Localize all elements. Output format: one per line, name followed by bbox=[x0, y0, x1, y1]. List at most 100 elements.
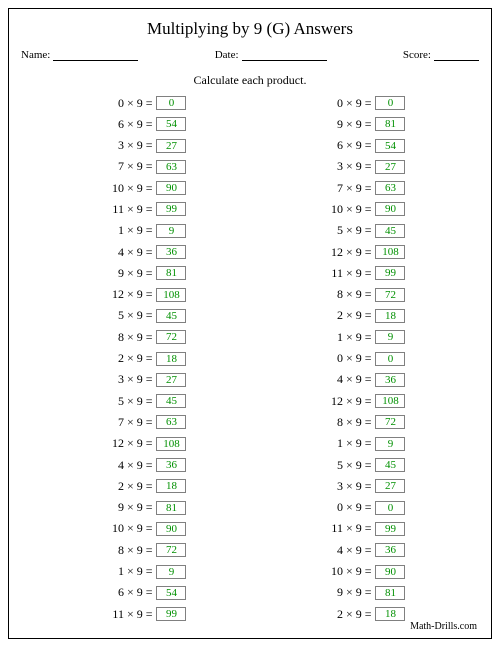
equation-text: 8 × 9 = bbox=[94, 543, 156, 558]
equation-text: 8 × 9 = bbox=[94, 330, 156, 345]
equation-text: 10 × 9 = bbox=[94, 181, 156, 196]
name-blank[interactable] bbox=[53, 49, 138, 61]
equation-text: 6 × 9 = bbox=[94, 585, 156, 600]
equation-text: 0 × 9 = bbox=[313, 500, 375, 515]
problem-columns: 0 × 9 =06 × 9 =543 × 9 =277 × 9 =6310 × … bbox=[21, 96, 479, 628]
equation-text: 11 × 9 = bbox=[94, 202, 156, 217]
date-blank[interactable] bbox=[242, 49, 327, 61]
problem-row: 0 × 9 =0 bbox=[254, 501, 464, 515]
answer-box: 63 bbox=[156, 160, 186, 174]
answer-box: 90 bbox=[375, 202, 405, 216]
answer-box: 18 bbox=[156, 352, 186, 366]
problem-row: 2 × 9 =18 bbox=[254, 607, 464, 621]
problem-row: 11 × 9 =99 bbox=[35, 607, 245, 621]
equation-text: 3 × 9 = bbox=[94, 372, 156, 387]
problem-row: 9 × 9 =81 bbox=[35, 266, 245, 280]
answer-box: 45 bbox=[375, 224, 405, 238]
answer-box: 108 bbox=[156, 437, 186, 451]
equation-text: 5 × 9 = bbox=[313, 458, 375, 473]
equation-text: 1 × 9 = bbox=[94, 564, 156, 579]
problem-row: 10 × 9 =90 bbox=[254, 202, 464, 216]
answer-box: 36 bbox=[375, 373, 405, 387]
answer-box: 99 bbox=[156, 607, 186, 621]
problem-row: 4 × 9 =36 bbox=[254, 373, 464, 387]
column-2: 0 × 9 =09 × 9 =816 × 9 =543 × 9 =277 × 9… bbox=[254, 96, 464, 628]
equation-text: 3 × 9 = bbox=[313, 479, 375, 494]
score-field: Score: bbox=[403, 49, 479, 61]
equation-text: 4 × 9 = bbox=[94, 458, 156, 473]
date-label: Date: bbox=[215, 49, 239, 61]
equation-text: 2 × 9 = bbox=[313, 607, 375, 622]
answer-box: 90 bbox=[375, 565, 405, 579]
equation-text: 3 × 9 = bbox=[94, 138, 156, 153]
equation-text: 9 × 9 = bbox=[313, 117, 375, 132]
equation-text: 11 × 9 = bbox=[94, 607, 156, 622]
answer-box: 0 bbox=[156, 96, 186, 110]
problem-row: 3 × 9 =27 bbox=[254, 160, 464, 174]
problem-row: 12 × 9 =108 bbox=[254, 245, 464, 259]
equation-text: 2 × 9 = bbox=[94, 351, 156, 366]
page-border: Multiplying by 9 (G) Answers Name: Date:… bbox=[8, 8, 492, 639]
problem-row: 1 × 9 =9 bbox=[254, 330, 464, 344]
problem-row: 3 × 9 =27 bbox=[35, 139, 245, 153]
problem-row: 12 × 9 =108 bbox=[254, 394, 464, 408]
equation-text: 7 × 9 = bbox=[94, 159, 156, 174]
problem-row: 9 × 9 =81 bbox=[254, 586, 464, 600]
equation-text: 5 × 9 = bbox=[313, 223, 375, 238]
problem-row: 4 × 9 =36 bbox=[254, 543, 464, 557]
answer-box: 18 bbox=[375, 607, 405, 621]
problem-row: 9 × 9 =81 bbox=[254, 117, 464, 131]
answer-box: 99 bbox=[375, 266, 405, 280]
info-row: Name: Date: Score: bbox=[21, 49, 479, 61]
problem-row: 9 × 9 =81 bbox=[35, 501, 245, 515]
equation-text: 0 × 9 = bbox=[313, 96, 375, 111]
equation-text: 5 × 9 = bbox=[94, 308, 156, 323]
answer-box: 0 bbox=[375, 96, 405, 110]
problem-row: 3 × 9 =27 bbox=[254, 479, 464, 493]
answer-box: 9 bbox=[156, 565, 186, 579]
answer-box: 63 bbox=[156, 415, 186, 429]
equation-text: 6 × 9 = bbox=[94, 117, 156, 132]
problem-row: 5 × 9 =45 bbox=[254, 224, 464, 238]
equation-text: 2 × 9 = bbox=[94, 479, 156, 494]
equation-text: 1 × 9 = bbox=[313, 330, 375, 345]
answer-box: 36 bbox=[375, 543, 405, 557]
equation-text: 9 × 9 = bbox=[94, 500, 156, 515]
problem-row: 10 × 9 =90 bbox=[254, 565, 464, 579]
answer-box: 27 bbox=[375, 479, 405, 493]
problem-row: 6 × 9 =54 bbox=[35, 117, 245, 131]
answer-box: 72 bbox=[156, 543, 186, 557]
problem-row: 12 × 9 =108 bbox=[35, 288, 245, 302]
answer-box: 45 bbox=[375, 458, 405, 472]
score-blank[interactable] bbox=[434, 49, 479, 61]
problem-row: 11 × 9 =99 bbox=[254, 266, 464, 280]
problem-row: 10 × 9 =90 bbox=[35, 181, 245, 195]
answer-box: 72 bbox=[156, 330, 186, 344]
score-label: Score: bbox=[403, 49, 431, 61]
answer-box: 0 bbox=[375, 352, 405, 366]
answer-box: 27 bbox=[156, 139, 186, 153]
name-label: Name: bbox=[21, 49, 50, 61]
problem-row: 5 × 9 =45 bbox=[35, 309, 245, 323]
equation-text: 9 × 9 = bbox=[94, 266, 156, 281]
problem-row: 5 × 9 =45 bbox=[35, 394, 245, 408]
equation-text: 8 × 9 = bbox=[313, 287, 375, 302]
equation-text: 7 × 9 = bbox=[94, 415, 156, 430]
equation-text: 12 × 9 = bbox=[94, 436, 156, 451]
equation-text: 11 × 9 = bbox=[313, 266, 375, 281]
equation-text: 9 × 9 = bbox=[313, 585, 375, 600]
answer-box: 108 bbox=[375, 394, 405, 408]
answer-box: 90 bbox=[156, 522, 186, 536]
problem-row: 6 × 9 =54 bbox=[254, 139, 464, 153]
answer-box: 54 bbox=[375, 139, 405, 153]
answer-box: 81 bbox=[375, 117, 405, 131]
problem-row: 12 × 9 =108 bbox=[35, 437, 245, 451]
equation-text: 12 × 9 = bbox=[94, 287, 156, 302]
problem-row: 7 × 9 =63 bbox=[35, 415, 245, 429]
answer-box: 54 bbox=[156, 586, 186, 600]
equation-text: 2 × 9 = bbox=[313, 308, 375, 323]
answer-box: 63 bbox=[375, 181, 405, 195]
equation-text: 10 × 9 = bbox=[313, 202, 375, 217]
problem-row: 2 × 9 =18 bbox=[35, 479, 245, 493]
answer-box: 36 bbox=[156, 458, 186, 472]
